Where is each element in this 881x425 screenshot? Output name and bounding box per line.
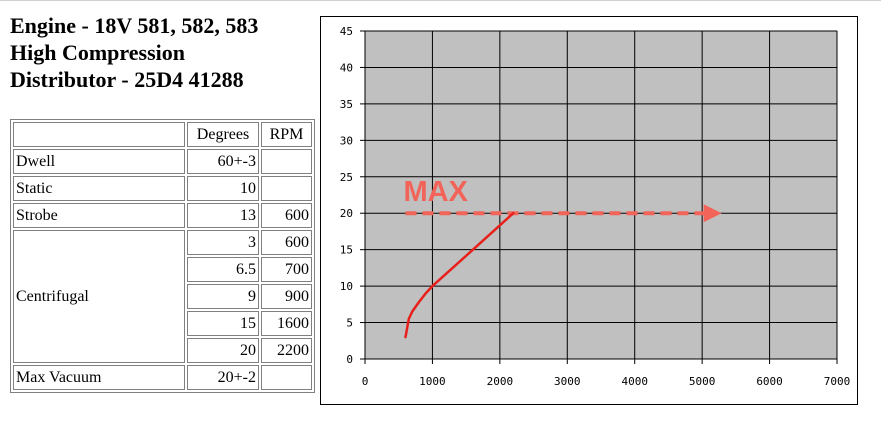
row-name-cell: Centrifugal xyxy=(13,230,185,363)
x-tick-label: 5000 xyxy=(689,375,716,388)
rpm-cell xyxy=(261,149,312,174)
x-tick-label: 0 xyxy=(362,375,369,388)
column-header-name xyxy=(13,122,185,147)
x-tick-label: 3000 xyxy=(554,375,581,388)
x-tick-label: 4000 xyxy=(621,375,648,388)
y-tick-label: 30 xyxy=(340,134,353,147)
table-row: Max Vacuum 20+-2 xyxy=(13,365,312,390)
y-tick-label: 35 xyxy=(340,98,353,111)
data-point xyxy=(404,336,407,338)
degrees-cell: 9 xyxy=(187,284,259,309)
table-row: Strobe 13 600 xyxy=(13,203,312,228)
y-tick-label: 10 xyxy=(340,280,353,293)
y-tick-label: 40 xyxy=(340,61,353,74)
rpm-cell: 700 xyxy=(261,257,312,282)
data-point xyxy=(411,310,414,313)
rpm-cell: 900 xyxy=(261,284,312,309)
max-label: MAX xyxy=(403,176,468,208)
data-point xyxy=(472,248,474,251)
degrees-cell: 20 xyxy=(187,338,259,363)
y-tick-label: 45 xyxy=(340,25,353,38)
x-tick-label: 2000 xyxy=(487,375,514,388)
row-name-cell: Dwell xyxy=(13,149,185,174)
degrees-cell: 13 xyxy=(187,203,259,228)
title-line-compression: High Compression xyxy=(10,40,186,65)
y-tick-label: 15 xyxy=(340,244,353,257)
degrees-cell: 20+-2 xyxy=(187,365,259,390)
data-point xyxy=(431,285,434,287)
table-row: 6.5 700 xyxy=(13,257,312,282)
rpm-cell: 2200 xyxy=(261,338,312,363)
table-row: 9 900 xyxy=(13,284,312,309)
page-title: Engine - 18V 581, 582, 583 High Compress… xyxy=(10,12,258,93)
rpm-cell xyxy=(261,365,312,390)
y-tick-label: 25 xyxy=(340,171,353,184)
advance-curve-line xyxy=(404,211,515,339)
table-row: Dwell 60+-3 xyxy=(13,149,312,174)
x-tick-label: 1000 xyxy=(419,375,446,388)
table-row: 15 1600 xyxy=(13,311,312,336)
y-tick-label: 20 xyxy=(340,207,353,220)
column-header-degrees: Degrees xyxy=(187,122,259,147)
title-line-engine: Engine - 18V 581, 582, 583 xyxy=(10,13,259,38)
degrees-cell: 10 xyxy=(187,176,259,201)
degrees-cell: 3 xyxy=(187,230,259,255)
table-header-row: Degrees RPM xyxy=(13,122,312,147)
rpm-cell xyxy=(261,176,312,201)
degrees-cell: 6.5 xyxy=(187,257,259,282)
y-tick-label: 5 xyxy=(346,317,353,330)
rpm-cell: 1600 xyxy=(261,311,312,336)
row-name-cell: Max Vacuum xyxy=(13,365,185,390)
row-name-cell: Strobe xyxy=(13,203,185,228)
max-arrowhead xyxy=(703,204,722,223)
x-tick-label: 6000 xyxy=(756,375,783,388)
rpm-cell: 600 xyxy=(261,230,312,255)
degrees-cell: 60+-3 xyxy=(187,149,259,174)
x-tick-label: 7000 xyxy=(824,375,851,388)
row-name-cell: Static xyxy=(13,176,185,201)
data-point xyxy=(418,301,420,303)
top-divider xyxy=(0,0,881,1)
plot-area xyxy=(364,30,838,360)
spec-table: Degrees RPM Dwell 60+-3 Static 10 Strobe… xyxy=(10,119,315,393)
data-point xyxy=(408,318,410,320)
rpm-cell: 600 xyxy=(261,203,312,228)
table-row: Static 10 xyxy=(13,176,312,201)
title-line-distributor: Distributor - 25D4 41288 xyxy=(10,67,244,92)
y-tick-label: 0 xyxy=(346,353,353,366)
column-header-rpm: RPM xyxy=(261,122,312,147)
degrees-cell: 15 xyxy=(187,311,259,336)
table-row: Centrifugal 3 600 xyxy=(13,230,312,363)
table-row: 20 2200 xyxy=(13,338,312,363)
data-point xyxy=(424,292,427,295)
data-point xyxy=(512,212,515,215)
